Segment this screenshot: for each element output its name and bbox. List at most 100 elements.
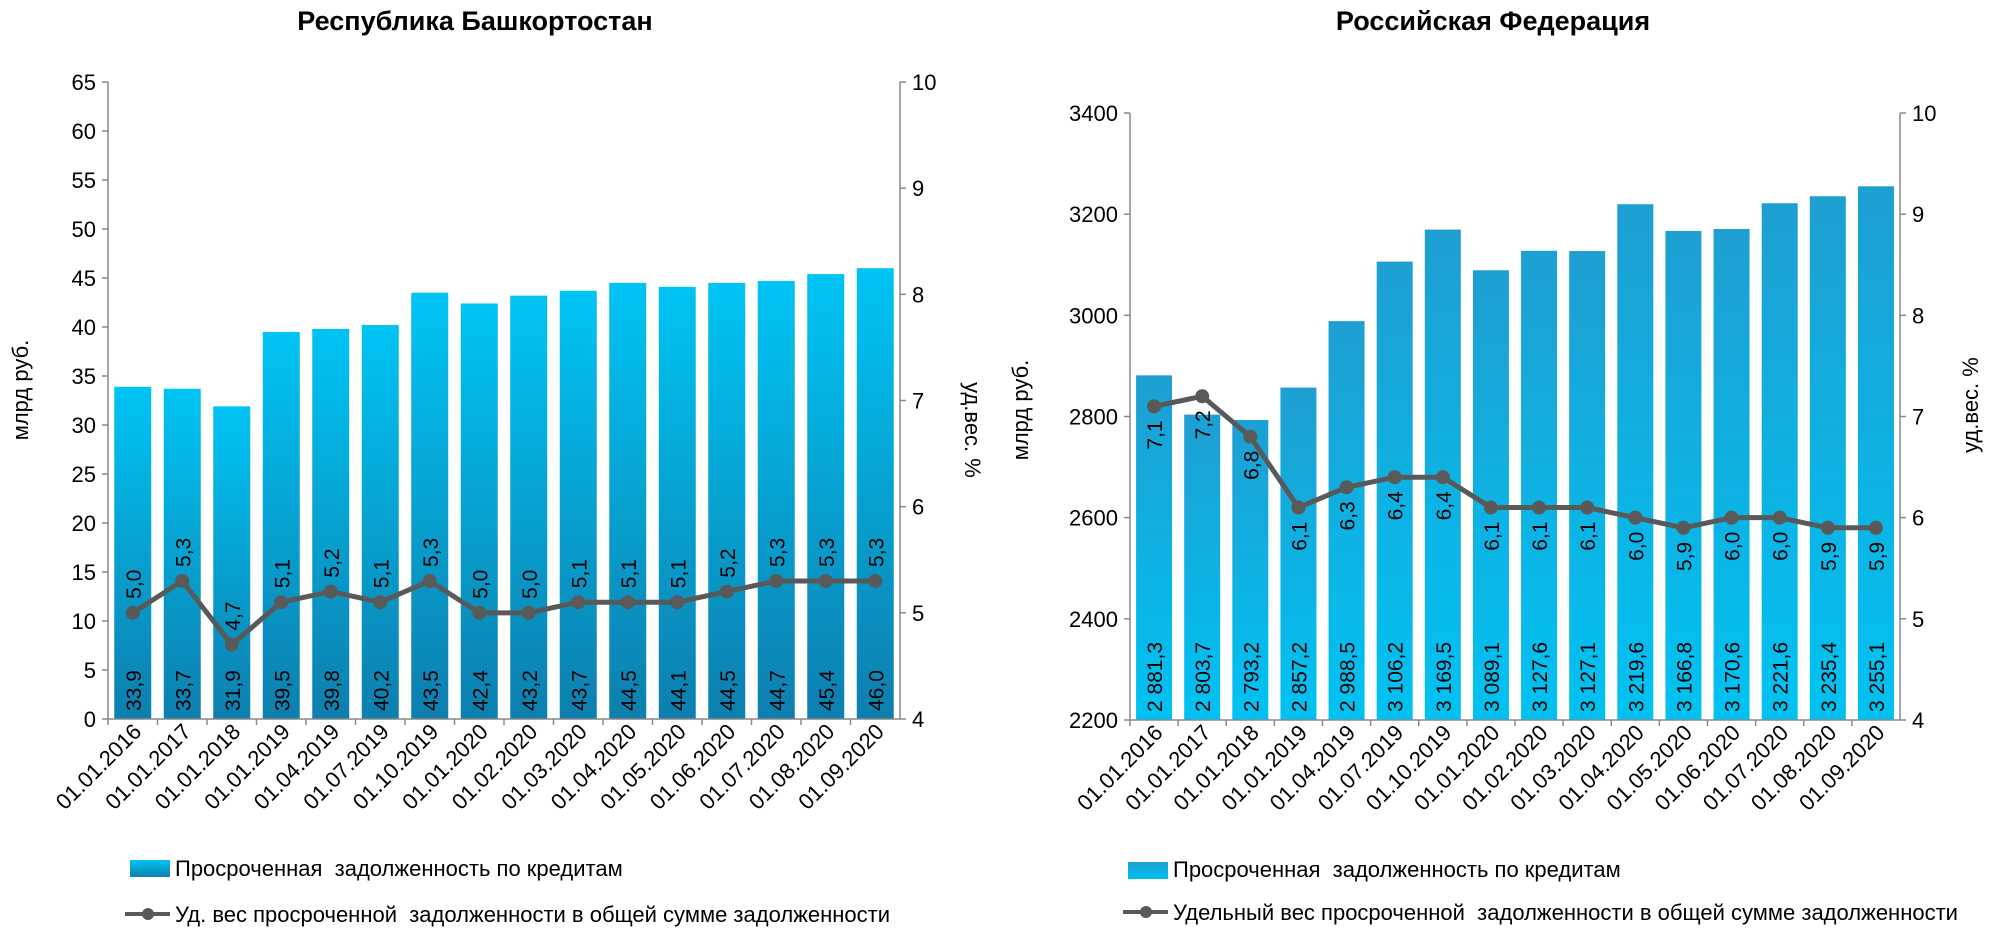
left-bar-value-label: 44,5 — [717, 670, 740, 711]
right-y-tick-label: 2200 — [1069, 708, 1118, 733]
right-line-value-label: 6,0 — [1770, 532, 1793, 561]
left-y-tick-label: 45 — [72, 266, 96, 291]
left-line-point-01.01.2017 — [175, 573, 190, 588]
left-line-point-01.10.2019 — [422, 573, 437, 588]
left-bar-value-label: 43,5 — [420, 670, 443, 711]
left-line-value-label: 5,1 — [271, 559, 294, 588]
left-y-tick-label: 40 — [72, 315, 96, 340]
left-bar-01.07.2019 — [361, 325, 399, 719]
left-bar-01.03.2020 — [559, 290, 597, 719]
left-line-point-01.04.2020 — [620, 595, 635, 610]
right-bar-01.07.2019 — [1376, 261, 1413, 720]
right-bar-value-label: 3 221,6 — [1770, 642, 1793, 712]
right-bar-value-label: 3 255,1 — [1866, 642, 1889, 712]
left-y2-tick-label: 10 — [912, 70, 936, 95]
right-line-point-01.01.2020 — [1483, 500, 1498, 515]
left-y-tick-label: 25 — [72, 462, 96, 487]
left-y-tick-label: 50 — [72, 217, 96, 242]
left-line-value-label: 5,3 — [865, 538, 888, 567]
left-line-value-label: 5,1 — [667, 559, 690, 588]
right-y-tick-label: 3400 — [1069, 101, 1118, 126]
chart-left: Республика Башкортостан млрд руб. уд.вес… — [8, 6, 985, 927]
right-bar-value-label: 3 127,6 — [1529, 642, 1552, 712]
left-bar-value-label: 31,9 — [222, 670, 245, 711]
right-line-point-01.04.2020 — [1628, 510, 1643, 525]
right-line-point-01.01.2016 — [1147, 399, 1162, 414]
chart-right-plot: 22002400260028003000320034004567891001.0… — [1069, 101, 1936, 815]
left-y-tick-label: 55 — [72, 168, 96, 193]
left-bar-value-label: 43,2 — [519, 670, 542, 711]
right-line-point-01.06.2020 — [1724, 510, 1739, 525]
right-line-value-label: 7,1 — [1144, 420, 1167, 449]
right-line-value-label: 7,2 — [1192, 410, 1215, 439]
left-bar-value-label: 40,2 — [370, 670, 393, 711]
left-y2-tick-label: 7 — [912, 389, 924, 414]
right-bar-value-label: 3 169,5 — [1433, 642, 1456, 712]
right-line-point-01.03.2020 — [1580, 500, 1595, 515]
right-bar-value-label: 3 219,6 — [1625, 642, 1648, 712]
left-bar-01.05.2020 — [658, 286, 696, 719]
left-line-value-label: 5,1 — [618, 559, 641, 588]
left-line-value-label: 5,1 — [568, 559, 591, 588]
chart-right: Российская Федерация млрд руб. уд.вес. %… — [1008, 6, 1983, 925]
left-bar-01.01.2017 — [163, 388, 201, 719]
left-line-point-01.03.2020 — [571, 595, 586, 610]
left-line-point-01.08.2020 — [818, 573, 833, 588]
left-bar-value-label: 33,9 — [123, 670, 146, 711]
left-line-value-label: 5,1 — [370, 559, 393, 588]
right-line-point-01.10.2019 — [1435, 470, 1450, 485]
right-bar-01.01.2016 — [1136, 375, 1173, 720]
left-line-value-label: 5,3 — [420, 538, 443, 567]
left-line-point-01.06.2020 — [719, 584, 734, 599]
right-bar-value-label: 3 106,2 — [1385, 642, 1408, 712]
right-bar-01.01.2019 — [1280, 387, 1317, 720]
right-y-tick-label: 2800 — [1069, 405, 1118, 430]
left-y-tick-label: 20 — [72, 511, 96, 536]
right-y2-tick-label: 7 — [1912, 405, 1924, 430]
right-bar-01.04.2020 — [1617, 204, 1654, 721]
left-line-point-01.09.2020 — [868, 573, 883, 588]
right-bar-value-label: 3 166,8 — [1673, 642, 1696, 712]
right-line-point-01.04.2019 — [1339, 480, 1354, 495]
right-bar-01.01.2020 — [1472, 270, 1509, 720]
legend-right-line-label: Удельный вес просроченной задолженности … — [1173, 900, 1958, 925]
right-bar-value-label: 2 988,5 — [1337, 642, 1360, 712]
left-y-tick-label: 0 — [84, 707, 96, 732]
right-line-value-label: 6,1 — [1577, 522, 1600, 551]
right-line-value-label: 6,0 — [1625, 532, 1648, 561]
right-bar-01.05.2020 — [1665, 230, 1702, 720]
right-y2-tick-label: 10 — [1912, 101, 1936, 126]
left-y-tick-label: 60 — [72, 119, 96, 144]
chart-right-title: Российская Федерация — [1336, 6, 1650, 36]
right-line-point-01.01.2018 — [1243, 429, 1258, 444]
right-y2-tick-label: 4 — [1912, 708, 1924, 733]
right-line-point-01.05.2020 — [1676, 520, 1691, 535]
right-line-point-01.07.2020 — [1772, 510, 1787, 525]
legend-right-line-marker — [1140, 906, 1152, 918]
right-bar-value-label: 3 170,6 — [1722, 642, 1745, 712]
left-bar-value-label: 39,5 — [271, 670, 294, 711]
left-bar-value-label: 44,1 — [667, 670, 690, 711]
left-bar-value-label: 46,0 — [865, 670, 888, 711]
chart-left-title: Республика Башкортостан — [297, 6, 652, 36]
left-line-value-label: 5,3 — [766, 538, 789, 567]
legend-left-bar-label: Просроченная задолженность по кредитам — [175, 856, 623, 881]
chart-right-ylabel: млрд руб. — [1008, 360, 1033, 461]
right-line-value-label: 6,8 — [1240, 451, 1263, 480]
left-line-value-label: 5,0 — [469, 570, 492, 599]
left-line-value-label: 4,7 — [222, 601, 245, 630]
left-line-point-01.01.2016 — [125, 605, 140, 620]
right-bar-01.06.2020 — [1713, 229, 1750, 721]
left-bar-01.01.2020 — [460, 303, 498, 719]
right-y2-tick-label: 9 — [1912, 202, 1924, 227]
left-bar-01.06.2020 — [708, 282, 746, 719]
right-line-value-label: 6,1 — [1288, 522, 1311, 551]
right-line-value-label: 6,1 — [1529, 522, 1552, 551]
left-line-value-label: 5,2 — [321, 548, 344, 577]
right-y2-tick-label: 5 — [1912, 607, 1924, 632]
left-line-point-01.05.2020 — [670, 595, 685, 610]
left-line-point-01.01.2018 — [224, 637, 239, 652]
right-bar-01.07.2020 — [1761, 203, 1798, 720]
left-bar-01.07.2020 — [757, 280, 795, 719]
